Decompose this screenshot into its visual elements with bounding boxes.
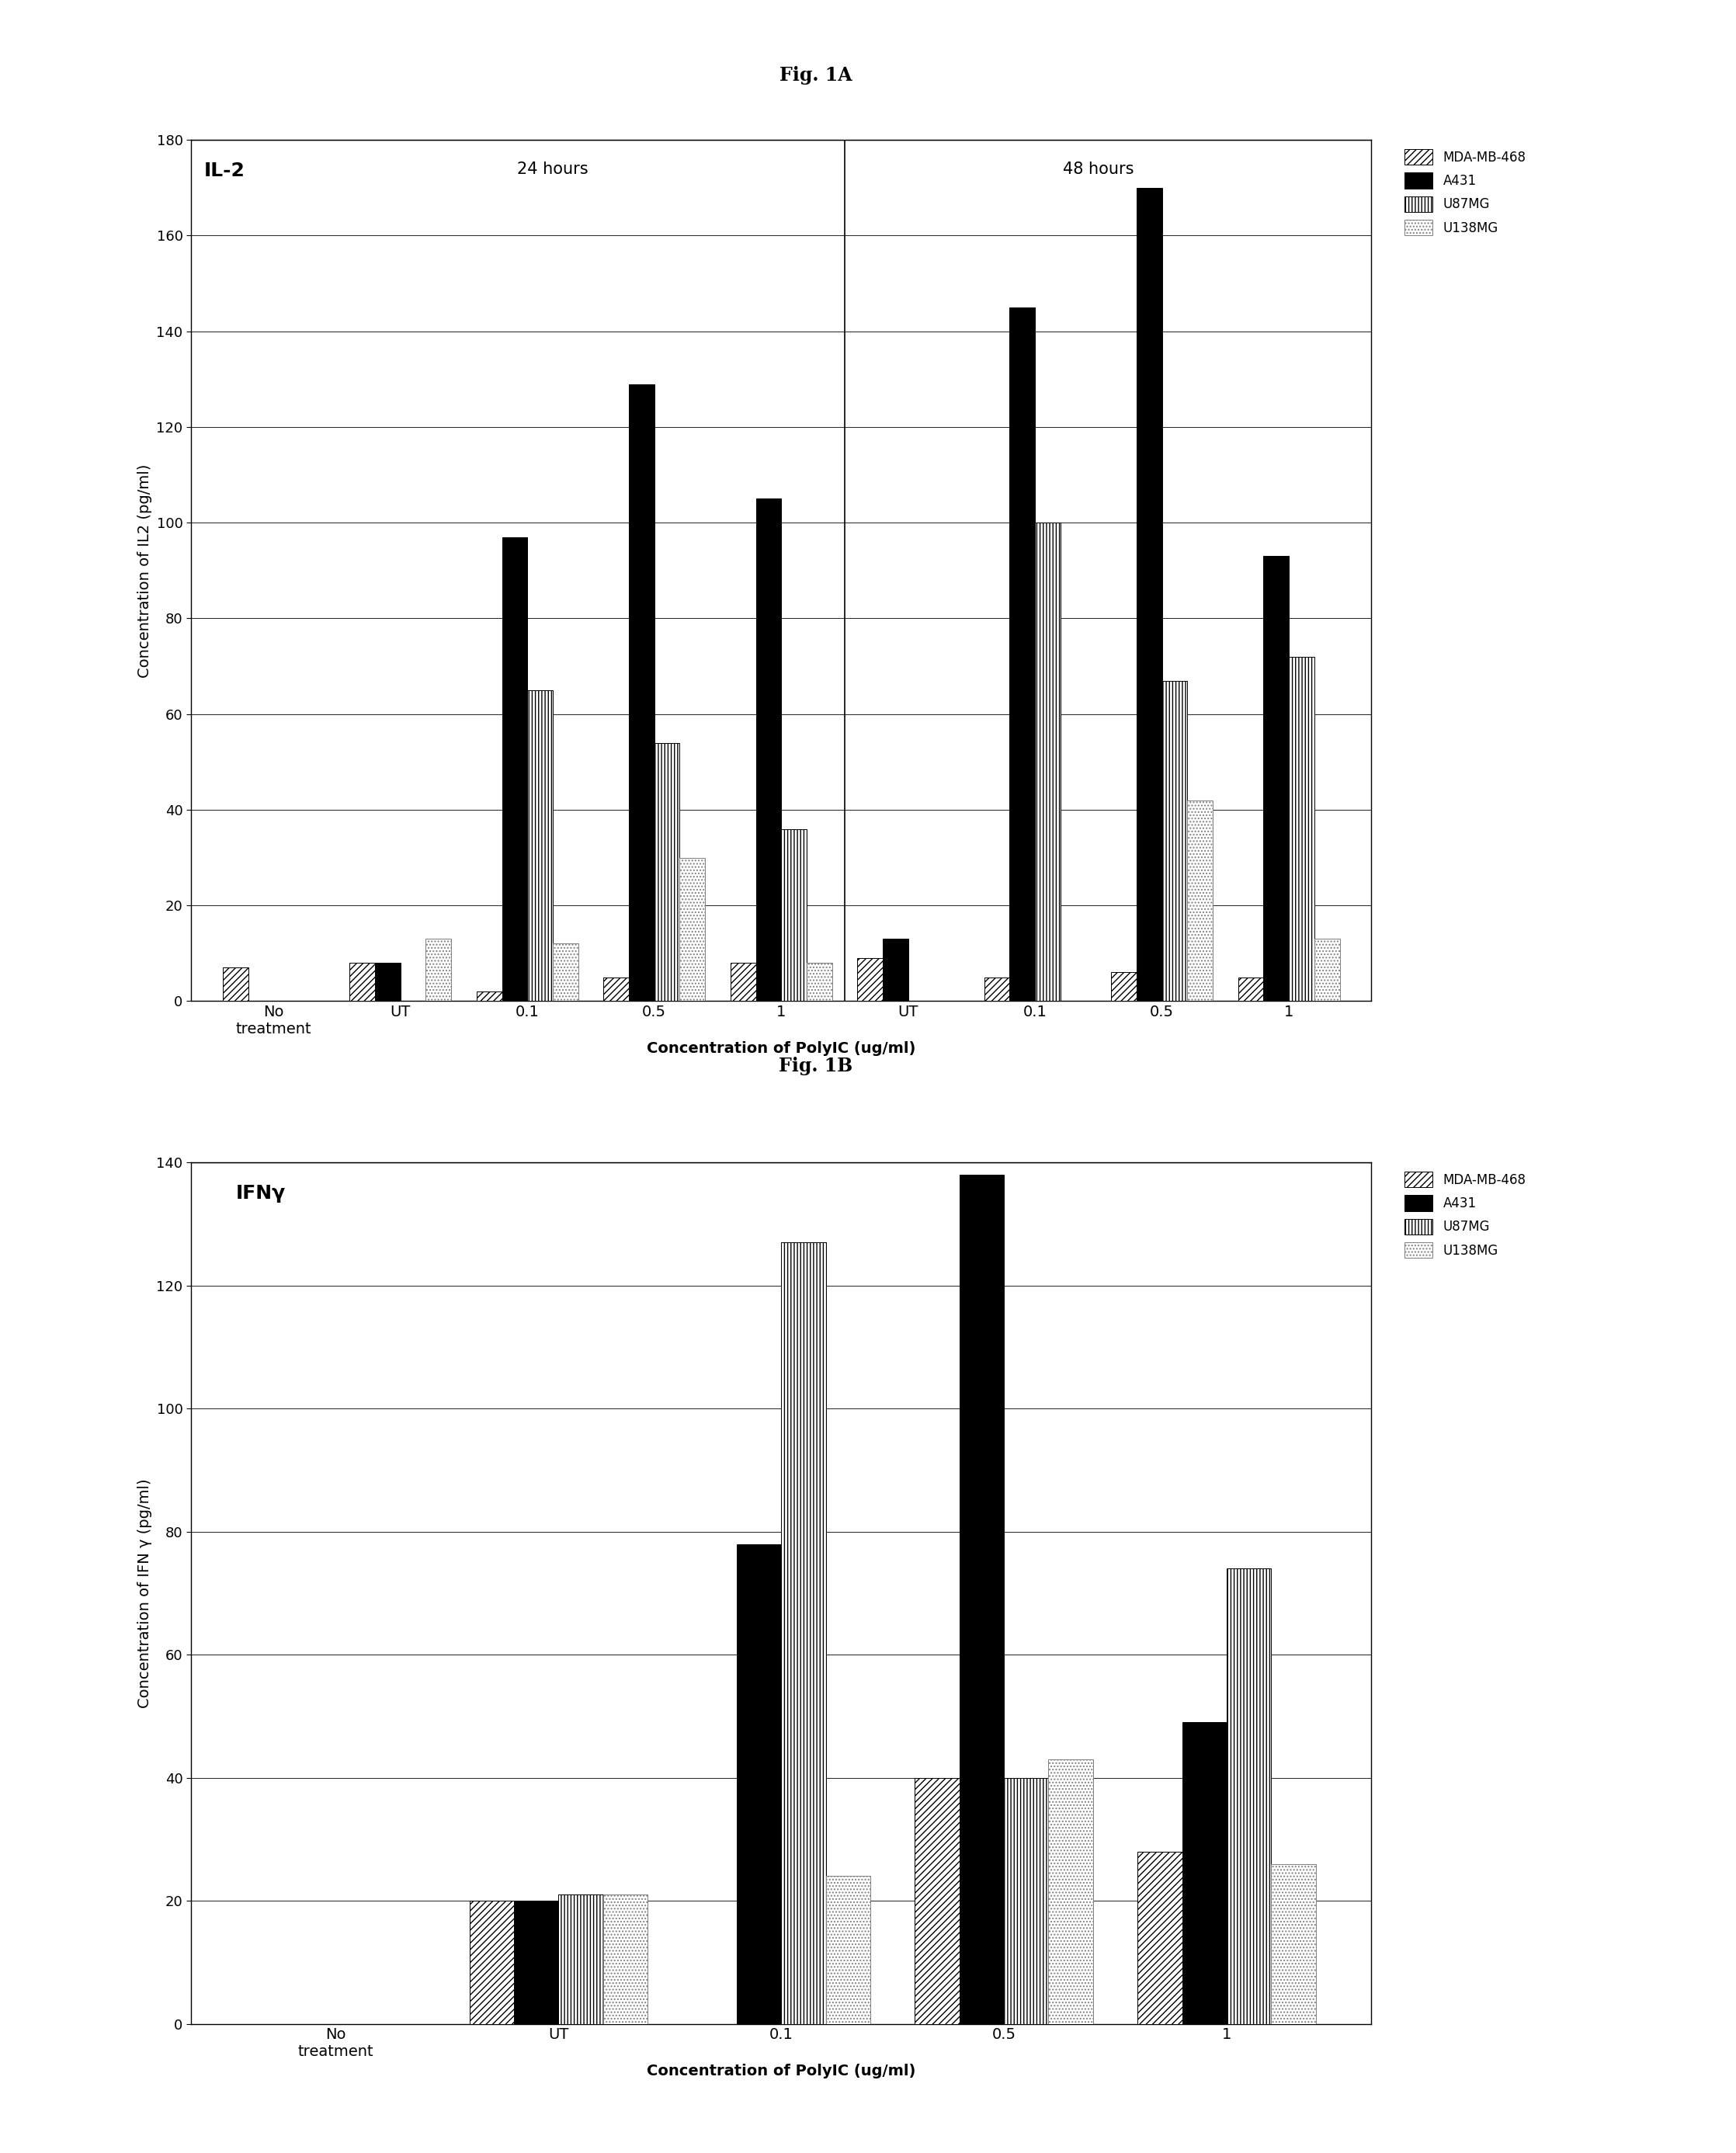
Text: 24 hours: 24 hours bbox=[517, 161, 589, 177]
Bar bbox=[781, 829, 807, 1001]
Bar bbox=[1035, 523, 1061, 1001]
Bar bbox=[628, 383, 654, 1001]
Bar bbox=[984, 977, 1010, 1001]
Bar bbox=[826, 1875, 870, 2024]
Bar bbox=[1137, 187, 1161, 1001]
Bar bbox=[1003, 1778, 1049, 2024]
Text: Fig. 1B: Fig. 1B bbox=[779, 1057, 852, 1074]
Bar bbox=[1010, 308, 1035, 1001]
Bar bbox=[736, 1544, 781, 2024]
Text: 48 hours: 48 hours bbox=[1062, 161, 1134, 177]
Bar bbox=[502, 536, 528, 1001]
Bar bbox=[1049, 1759, 1094, 2024]
Bar bbox=[349, 962, 375, 1001]
X-axis label: Concentration of PolyIC (ug/ml): Concentration of PolyIC (ug/ml) bbox=[648, 2065, 915, 2078]
Bar bbox=[1314, 939, 1340, 1001]
Bar bbox=[425, 939, 451, 1001]
Text: Fig. 1A: Fig. 1A bbox=[779, 67, 852, 84]
Bar bbox=[1137, 1852, 1182, 2024]
Bar bbox=[681, 857, 705, 1001]
Bar bbox=[731, 962, 755, 1001]
Bar bbox=[559, 1895, 602, 2024]
Bar bbox=[858, 958, 882, 1001]
Text: IFNγ: IFNγ bbox=[236, 1184, 285, 1204]
Bar bbox=[514, 1901, 559, 2024]
Bar bbox=[528, 691, 552, 1001]
Bar bbox=[1182, 1722, 1227, 2024]
Bar bbox=[602, 1895, 648, 2024]
Bar bbox=[222, 967, 248, 1001]
Bar bbox=[477, 993, 502, 1001]
Bar bbox=[469, 1901, 514, 2024]
Bar bbox=[604, 977, 628, 1001]
Bar bbox=[1111, 973, 1137, 1001]
Bar bbox=[1161, 680, 1187, 1001]
Legend: MDA-MB-468, A431, U87MG, U138MG: MDA-MB-468, A431, U87MG, U138MG bbox=[1401, 1169, 1529, 1262]
Bar bbox=[882, 939, 908, 1001]
Legend: MDA-MB-468, A431, U87MG, U138MG: MDA-MB-468, A431, U87MG, U138MG bbox=[1401, 146, 1529, 239]
Bar bbox=[375, 962, 401, 1001]
Bar bbox=[915, 1778, 960, 2024]
Bar bbox=[755, 499, 781, 1001]
Bar bbox=[807, 962, 832, 1001]
Bar bbox=[1238, 977, 1264, 1001]
Bar bbox=[960, 1176, 1003, 2024]
Bar bbox=[1264, 555, 1288, 1001]
Y-axis label: Concentration of IFN γ (pg/ml): Concentration of IFN γ (pg/ml) bbox=[137, 1479, 153, 1707]
Bar bbox=[1271, 1864, 1316, 2024]
Text: IL-2: IL-2 bbox=[203, 161, 245, 181]
Y-axis label: Concentration of IL2 (pg/ml): Concentration of IL2 (pg/ml) bbox=[137, 463, 153, 678]
Bar bbox=[552, 943, 578, 1001]
Bar bbox=[1187, 801, 1213, 1001]
Bar bbox=[1227, 1570, 1271, 2024]
X-axis label: Concentration of PolyIC (ug/ml): Concentration of PolyIC (ug/ml) bbox=[648, 1042, 915, 1055]
Bar bbox=[781, 1242, 826, 2024]
Bar bbox=[654, 743, 681, 1001]
Bar bbox=[1288, 657, 1314, 1001]
